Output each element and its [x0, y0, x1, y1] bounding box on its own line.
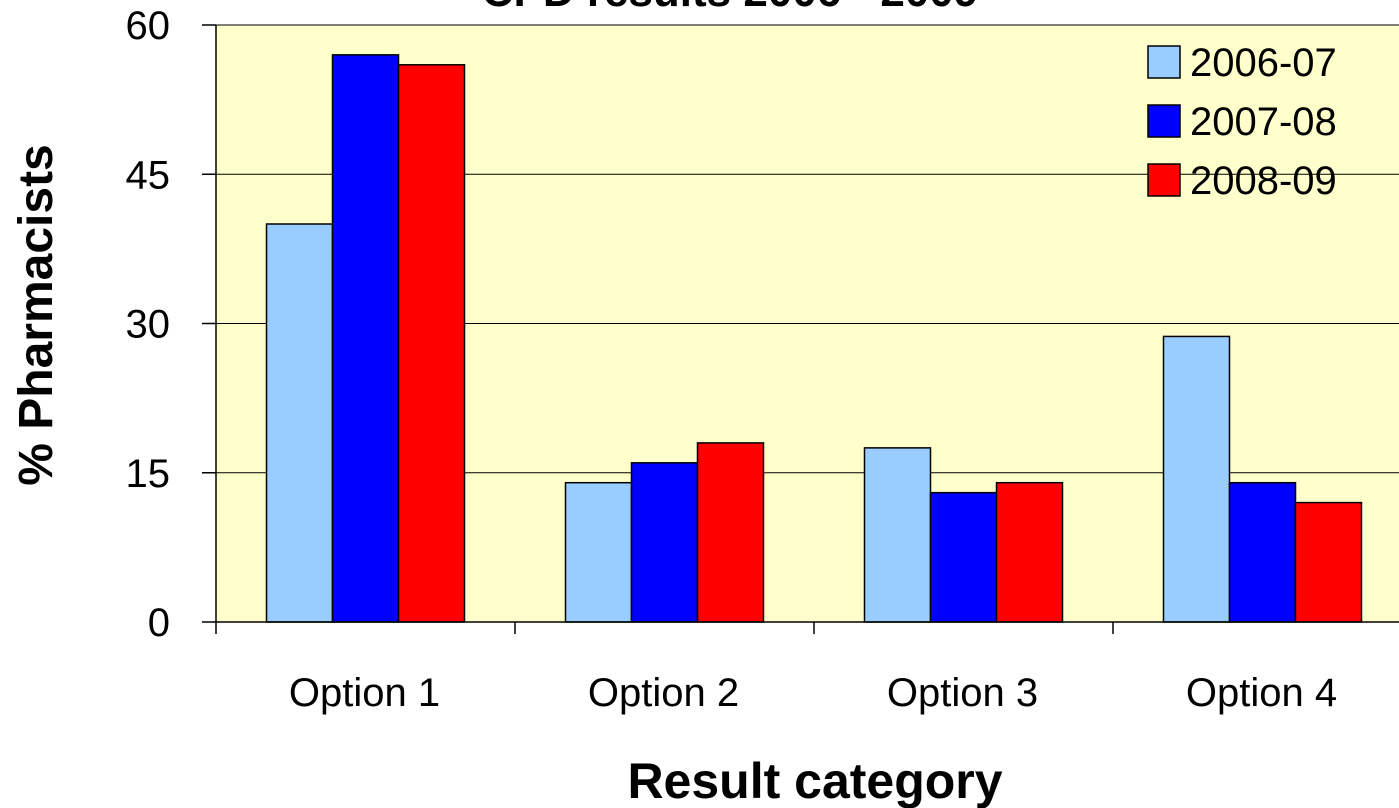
- bar-2007-08-option-2: [630, 462, 699, 623]
- y-tick-label: 15: [126, 452, 171, 496]
- y-tick-label: 45: [126, 153, 171, 197]
- x-tick-label: Option 2: [588, 671, 739, 715]
- bar-2008-09-option-1: [397, 64, 466, 623]
- legend-label: 2007-08: [1190, 100, 1337, 144]
- x-tick-label: Option 3: [887, 671, 1038, 715]
- legend-swatch: [1147, 104, 1181, 138]
- bar-2006-07-option-4: [1162, 335, 1231, 623]
- bar-2006-07-option-1: [265, 223, 334, 623]
- x-tick-label: Option 4: [1186, 671, 1337, 715]
- legend-label: 2008-09: [1190, 159, 1337, 203]
- y-tick-label: 60: [126, 4, 171, 48]
- bar-2008-09-option-2: [696, 442, 765, 623]
- bar-2008-09-option-4: [1294, 501, 1363, 623]
- legend-swatch: [1147, 45, 1181, 79]
- bar-2008-09-option-3: [995, 481, 1064, 623]
- bar-2007-08-option-1: [331, 54, 400, 623]
- bar-2007-08-option-3: [929, 491, 998, 623]
- y-tick-label: 0: [148, 601, 170, 645]
- x-tick-label: Option 1: [289, 671, 440, 715]
- x-axis-title: Result category: [627, 753, 1002, 808]
- y-axis-title: % Pharmacists: [10, 144, 63, 486]
- bar-2006-07-option-2: [564, 481, 633, 623]
- chart-title: CPD results 2006 - 2009: [482, 0, 979, 16]
- legend-label: 2006-07: [1190, 41, 1337, 85]
- bar-2007-08-option-4: [1228, 481, 1297, 623]
- y-tick-labels: 0 15 30 45 60: [126, 4, 216, 645]
- y-tick-label: 30: [126, 303, 171, 347]
- legend: 2006-07 2007-08 2008-09: [1147, 41, 1337, 203]
- bars: [265, 54, 1363, 623]
- x-tick-labels: Option 1 Option 2 Option 3 Option 4: [215, 622, 1337, 715]
- legend-swatch: [1147, 163, 1181, 197]
- bar-2006-07-option-3: [863, 447, 932, 623]
